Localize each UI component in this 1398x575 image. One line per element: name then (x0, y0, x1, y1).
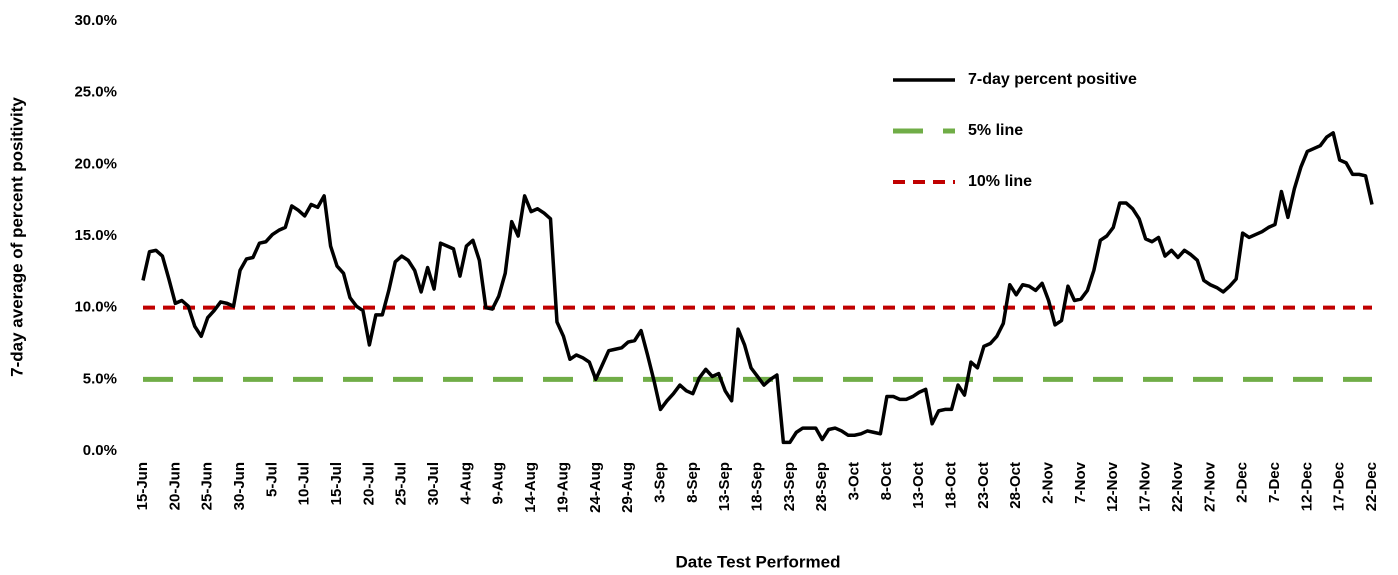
x-tick-label: 28-Oct (1007, 462, 1024, 509)
x-tick-label: 4-Aug (457, 462, 474, 505)
legend-label: 7-day percent positive (968, 71, 1137, 88)
x-tick-label: 30-Jun (231, 462, 248, 510)
x-tick-label: 22-Nov (1169, 461, 1186, 512)
y-axis-title: 7-day average of percent positivity (7, 97, 26, 377)
x-tick-label: 23-Oct (975, 462, 992, 509)
x-tick-label: 15-Jul (328, 462, 345, 505)
x-tick-label: 27-Nov (1201, 461, 1218, 512)
x-tick-label: 18-Oct (943, 462, 960, 509)
x-tick-label: 5-Jul (263, 462, 280, 497)
x-tick-label: 28-Sep (813, 462, 830, 511)
x-tick-label: 2-Nov (1040, 461, 1057, 503)
y-tick-label: 25.0% (74, 84, 117, 101)
x-tick-label: 9-Aug (490, 462, 507, 505)
x-tick-label: 7-Dec (1266, 462, 1283, 503)
x-tick-label: 22-Dec (1363, 462, 1380, 511)
x-tick-label: 14-Aug (522, 462, 539, 513)
x-tick-label: 3-Sep (651, 462, 668, 503)
x-tick-label: 20-Jun (166, 462, 183, 510)
x-tick-label: 12-Dec (1298, 462, 1315, 511)
x-tick-label: 19-Aug (554, 462, 571, 513)
x-tick-label: 15-Jun (134, 462, 151, 510)
y-tick-label: 30.0% (74, 12, 117, 29)
x-tick-label: 25-Jun (199, 462, 216, 510)
x-tick-label: 12-Nov (1104, 461, 1121, 512)
legend-label: 10% line (968, 173, 1032, 190)
y-tick-label: 20.0% (74, 155, 117, 172)
x-axis-title: Date Test Performed (675, 552, 840, 571)
x-tick-label: 8-Oct (878, 462, 895, 500)
x-tick-label: 13-Oct (910, 462, 927, 509)
x-tick-label: 25-Jul (393, 462, 410, 505)
x-tick-label: 17-Dec (1331, 462, 1348, 511)
x-tick-label: 24-Aug (587, 462, 604, 513)
x-tick-label: 13-Sep (716, 462, 733, 511)
x-tick-label: 18-Sep (748, 462, 765, 511)
x-tick-label: 17-Nov (1137, 461, 1154, 512)
x-tick-label: 10-Jul (296, 462, 313, 505)
y-tick-label: 10.0% (74, 299, 117, 316)
y-tick-label: 0.0% (83, 442, 117, 459)
x-tick-label: 8-Sep (684, 462, 701, 503)
x-tick-label: 3-Oct (845, 462, 862, 500)
x-tick-label: 30-Jul (425, 462, 442, 505)
x-tick-label: 20-Jul (360, 462, 377, 505)
x-tick-label: 2-Dec (1234, 462, 1251, 503)
x-tick-label: 7-Nov (1072, 461, 1089, 503)
series-line (141, 131, 1374, 445)
legend-label: 5% line (968, 122, 1023, 139)
y-tick-label: 15.0% (74, 227, 117, 244)
x-tick-label: 29-Aug (619, 462, 636, 513)
y-tick-label: 5.0% (83, 370, 117, 387)
x-tick-label: 23-Sep (781, 462, 798, 511)
